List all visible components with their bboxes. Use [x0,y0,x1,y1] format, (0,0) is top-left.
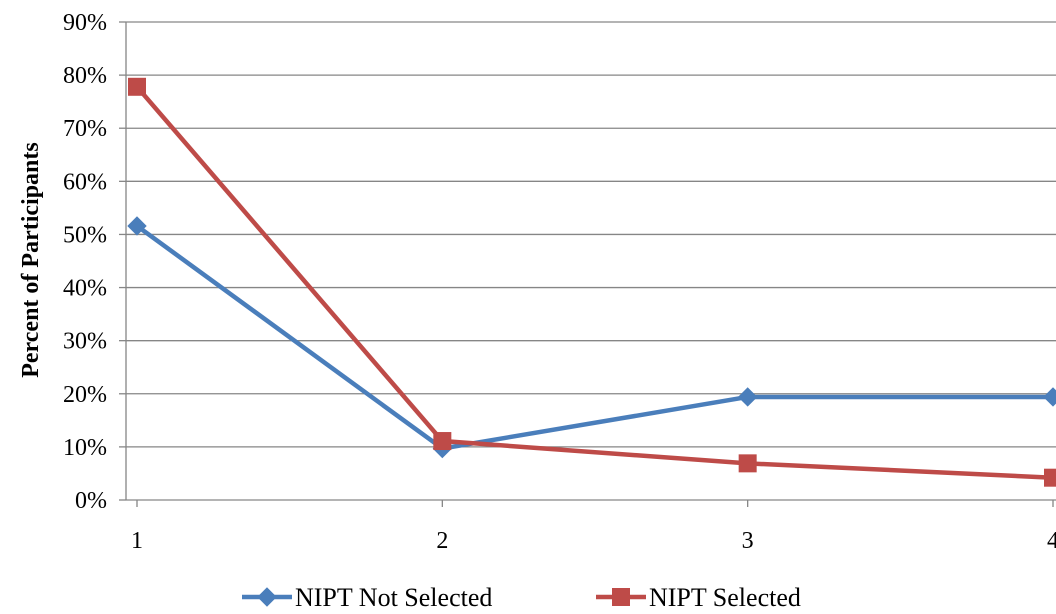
data-point-marker [257,587,277,607]
x-tick-label: 1 [131,528,143,554]
x-tick-label: 2 [436,528,448,554]
legend-item: NIPT Selected [596,583,801,612]
y-tick-label: 40% [63,276,107,302]
series-line [135,85,1054,480]
y-tick-label: 60% [63,169,107,195]
legend-label: NIPT Selected [649,583,801,612]
axes [119,21,1056,507]
y-tick-labels: 0% 10% 20% 30% 40% 50% 60% 70% 80% 90% [63,10,107,514]
series-2 [128,77,1056,487]
y-tick-label: 70% [63,116,107,142]
y-axis-title: Percent of Participants [18,142,44,378]
series-1 [127,216,1056,459]
data-point-marker [737,387,758,407]
gridlines [126,21,1056,448]
legend: NIPT Not Selected NIPT Selected [242,583,801,612]
data-point-marker [127,216,147,236]
series-line [135,224,1053,451]
y-tick-label: 80% [63,63,107,89]
y-tick-label: 30% [63,329,107,355]
data-point-marker [1044,468,1056,487]
legend-item: NIPT Not Selected [242,583,492,612]
data-point-marker [738,454,757,473]
x-tick-label: 4 [1047,528,1056,554]
y-tick-label: 0% [75,488,107,514]
data-point-marker [1043,387,1056,407]
y-tick-label: 10% [63,435,107,461]
data-point-marker [433,432,452,451]
y-tick-label: 20% [63,382,107,408]
y-tick-label: 50% [63,222,107,248]
series-group [127,77,1056,487]
y-tick-label: 90% [63,10,107,36]
legend-label: NIPT Not Selected [295,583,492,612]
data-point-marker [612,588,630,606]
x-tick-label: 3 [742,528,754,554]
data-point-marker [128,77,146,96]
x-tick-labels: 1 2 3 4 [131,528,1056,554]
